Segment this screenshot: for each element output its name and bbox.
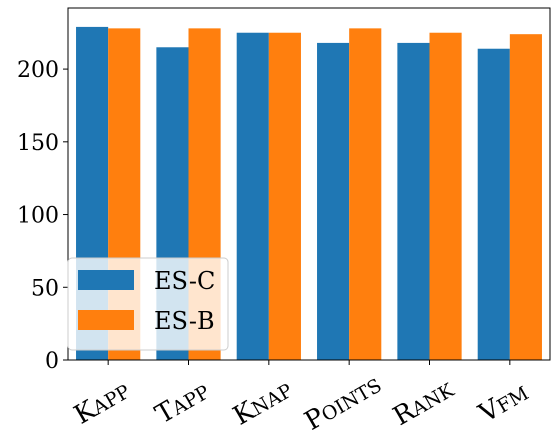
x-tick-label-knap: KNAP <box>228 374 297 431</box>
bar-es-b-points <box>349 28 382 360</box>
bar-es-c-rank <box>397 42 430 361</box>
bar-es-c-points <box>317 42 350 361</box>
bar-es-b-vfm <box>509 34 542 360</box>
legend-swatch-es-c <box>78 270 134 290</box>
bar-es-c-knap <box>236 32 269 361</box>
bars-group <box>76 26 542 361</box>
axes-group <box>67 7 551 361</box>
y-tick-label: 0 <box>45 349 59 374</box>
y-tick-label: 100 <box>17 204 59 229</box>
x-ticks-group: KAPP TAPP KNAP POINTS RANK VFM <box>69 360 533 437</box>
x-tick-label-tapp: TAPP <box>150 376 214 430</box>
y-ticks-group: 0 50 100 150 200 <box>17 58 68 374</box>
x-tick-label-rank: RANK <box>388 374 459 432</box>
plot-frame <box>67 7 551 361</box>
bar-es-c-vfm <box>477 48 510 361</box>
bar-es-b-knap <box>268 32 301 361</box>
y-tick-label: 200 <box>17 58 59 83</box>
legend: ES-C ES-B <box>67 257 229 351</box>
y-tick-label: 50 <box>31 276 59 301</box>
x-tick-label-vfm: VFM <box>473 377 533 429</box>
x-tick-label-points: POINTS <box>300 369 387 436</box>
x-tick-label-kapp: KAPP <box>69 375 135 430</box>
legend-label-es-c: ES-C <box>154 267 215 295</box>
bar-es-b-rank <box>429 32 462 361</box>
legend-label-es-b: ES-B <box>154 307 215 335</box>
legend-swatch-es-b <box>78 310 134 330</box>
y-tick-label: 150 <box>17 131 59 156</box>
